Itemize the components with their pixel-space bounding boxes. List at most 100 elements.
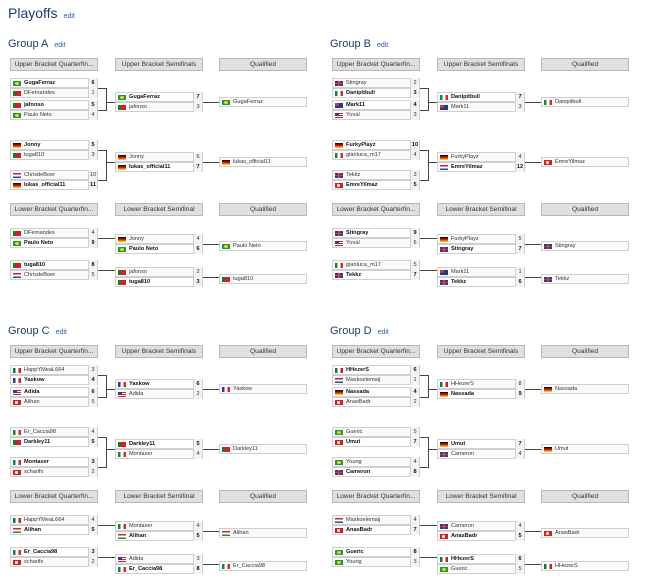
team-slot[interactable]: Montaxer 4 xyxy=(115,521,203,531)
team-slot[interactable]: HHezerS 8 xyxy=(437,379,525,389)
team-slot[interactable]: Nassada xyxy=(541,384,629,394)
team-slot[interactable]: Yaskow 6 xyxy=(115,379,203,389)
team-slot[interactable]: Er_Caccia98 xyxy=(219,561,307,571)
team-slot[interactable]: EmreYilmaz xyxy=(541,157,629,167)
team-slot[interactable]: Montaxer 3 xyxy=(10,457,98,467)
team-slot[interactable]: lukas_official11 xyxy=(219,157,307,167)
team-slot[interactable]: Montaxer 4 xyxy=(115,449,203,459)
edit-link[interactable]: edit xyxy=(54,42,66,49)
team-slot[interactable]: Yaskow 4 xyxy=(10,375,98,385)
team-slot[interactable]: Danipitbull 7 xyxy=(437,92,525,102)
team-slot[interactable]: xcharifx 2 xyxy=(10,467,98,477)
team-slot[interactable]: FurkyPlayz 4 xyxy=(437,152,525,162)
team-slot[interactable]: jafonso 2 xyxy=(115,267,203,277)
team-slot[interactable]: Er_Caccia98 4 xyxy=(10,427,98,437)
team-slot[interactable]: EmreYilmaz 5 xyxy=(332,180,420,190)
team-slot[interactable]: FurkyPlayz 10 xyxy=(332,140,420,150)
team-slot[interactable]: Cameron 8 xyxy=(332,467,420,477)
team-slot[interactable]: Umut xyxy=(541,444,629,454)
team-slot[interactable]: Maxkoelemaij 4 xyxy=(332,515,420,525)
team-slot[interactable]: Danipitbull xyxy=(541,97,629,107)
team-slot[interactable]: Gueric 5 xyxy=(332,427,420,437)
team-slot[interactable]: Danipitbull 3 xyxy=(332,88,420,98)
team-slot[interactable]: EmreYilmaz 12 xyxy=(437,162,525,172)
team-slot[interactable]: Young 4 xyxy=(332,457,420,467)
team-slot[interactable]: ChrisdeBoer 5 xyxy=(10,270,98,280)
team-slot[interactable]: Yuval 6 xyxy=(332,238,420,248)
team-slot[interactable]: Stingray 2 xyxy=(332,78,420,88)
team-slot[interactable]: HHezerS 6 xyxy=(437,554,525,564)
team-slot[interactable]: tuga810 8 xyxy=(10,260,98,270)
team-slot[interactable]: GugaFerraz 7 xyxy=(115,92,203,102)
team-slot[interactable]: HHezerS xyxy=(541,561,629,571)
team-slot[interactable]: Yaskow xyxy=(219,384,307,394)
team-slot[interactable]: jafonso 5 xyxy=(10,100,98,110)
team-slot[interactable]: Mark11 3 xyxy=(437,102,525,112)
team-slot[interactable]: HHezerS 6 xyxy=(332,365,420,375)
team-slot[interactable]: gianluca_m17 5 xyxy=(332,260,420,270)
edit-link[interactable]: edit xyxy=(377,329,389,336)
team-slot[interactable]: HappYMeaL664 4 xyxy=(10,515,98,525)
team-slot[interactable]: Nassada 9 xyxy=(437,389,525,399)
team-slot[interactable]: Nassada 4 xyxy=(332,387,420,397)
team-slot[interactable]: HappYMeaL664 3 xyxy=(10,365,98,375)
team-slot[interactable]: tuga810 xyxy=(219,274,307,284)
team-slot[interactable]: tuga810 3 xyxy=(115,277,203,287)
team-slot[interactable]: GugaFerraz xyxy=(219,97,307,107)
team-slot[interactable]: Tekkz 3 xyxy=(332,170,420,180)
team-slot[interactable]: lukas_official11 7 xyxy=(115,162,203,172)
team-slot[interactable]: Er_Caccia98 3 xyxy=(10,547,98,557)
team-slot[interactable]: AnasBadr 5 xyxy=(437,531,525,541)
team-slot[interactable]: Mark11 4 xyxy=(332,100,420,110)
team-slot[interactable]: Jonny 6 xyxy=(115,152,203,162)
team-slot[interactable]: Maxkoelemaij 1 xyxy=(332,375,420,385)
team-slot[interactable]: Alihan 5 xyxy=(115,531,203,541)
team-slot[interactable]: Mark11 1 xyxy=(437,267,525,277)
edit-link[interactable]: edit xyxy=(63,13,75,20)
team-slot[interactable]: GugaFerraz 6 xyxy=(10,78,98,88)
team-slot[interactable]: Stingray xyxy=(541,241,629,251)
team-slot[interactable]: xcharifx 2 xyxy=(10,557,98,567)
team-slot[interactable]: Darkley11 xyxy=(219,444,307,454)
team-slot[interactable]: gianluca_m17 4 xyxy=(332,150,420,160)
team-slot[interactable]: Cameron 4 xyxy=(437,521,525,531)
team-slot[interactable]: Er_Caccia98 8 xyxy=(115,564,203,574)
team-slot[interactable]: jafonso 3 xyxy=(115,102,203,112)
team-slot[interactable]: Alihan xyxy=(219,528,307,538)
team-slot[interactable]: AnasBadr xyxy=(541,528,629,538)
edit-link[interactable]: edit xyxy=(376,42,389,49)
team-slot[interactable]: Jonny 5 xyxy=(10,140,98,150)
team-slot[interactable]: Paulo Neto 9 xyxy=(10,238,98,248)
team-slot[interactable]: Alihan 5 xyxy=(10,525,98,535)
team-slot[interactable]: AnasBadr 7 xyxy=(332,525,420,535)
team-slot[interactable]: Umut 7 xyxy=(437,439,525,449)
team-slot[interactable]: Tekkz 7 xyxy=(332,270,420,280)
edit-link[interactable]: edit xyxy=(55,329,67,336)
team-slot[interactable]: tuga810 3 xyxy=(10,150,98,160)
team-slot[interactable]: Darkley11 5 xyxy=(115,439,203,449)
team-slot[interactable]: Paulo Neto xyxy=(219,241,307,251)
team-slot[interactable]: Paulo Neto 6 xyxy=(115,244,203,254)
team-slot[interactable]: DFernandes 4 xyxy=(10,228,98,238)
team-slot[interactable]: Gueric 8 xyxy=(332,547,420,557)
team-slot[interactable]: Stingray 7 xyxy=(437,244,525,254)
team-slot[interactable]: Darkley11 5 xyxy=(10,437,98,447)
team-slot[interactable]: Cameron 4 xyxy=(437,449,525,459)
team-slot[interactable]: Stingray 9 xyxy=(332,228,420,238)
team-slot[interactable]: Adida 2 xyxy=(115,389,203,399)
team-slot[interactable]: Adida 3 xyxy=(115,554,203,564)
team-slot[interactable]: lukas_official11 11 xyxy=(10,180,98,190)
team-slot[interactable]: Adida 6 xyxy=(10,387,98,397)
team-slot[interactable]: Yuval 3 xyxy=(332,110,420,120)
team-slot[interactable]: Alihan 5 xyxy=(10,397,98,407)
team-slot[interactable]: ChrisdeBoer 10 xyxy=(10,170,98,180)
team-slot[interactable]: Tekkz 6 xyxy=(437,277,525,287)
team-slot[interactable]: Gueric 5 xyxy=(437,564,525,574)
team-slot[interactable]: DFernandes 1 xyxy=(10,88,98,98)
team-slot[interactable]: Tekkz xyxy=(541,274,629,284)
team-slot[interactable]: Young 3 xyxy=(332,557,420,567)
team-slot[interactable]: Paulo Neto 4 xyxy=(10,110,98,120)
team-slot[interactable]: Umut 7 xyxy=(332,437,420,447)
team-slot[interactable]: FurkyPlayz 5 xyxy=(437,234,525,244)
team-slot[interactable]: AnasBadr 2 xyxy=(332,397,420,407)
